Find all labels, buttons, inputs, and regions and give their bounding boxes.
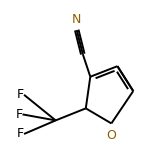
Text: F: F xyxy=(17,88,24,101)
Text: F: F xyxy=(15,108,22,121)
Text: F: F xyxy=(17,127,24,140)
Text: N: N xyxy=(72,12,81,26)
Text: O: O xyxy=(106,129,116,143)
